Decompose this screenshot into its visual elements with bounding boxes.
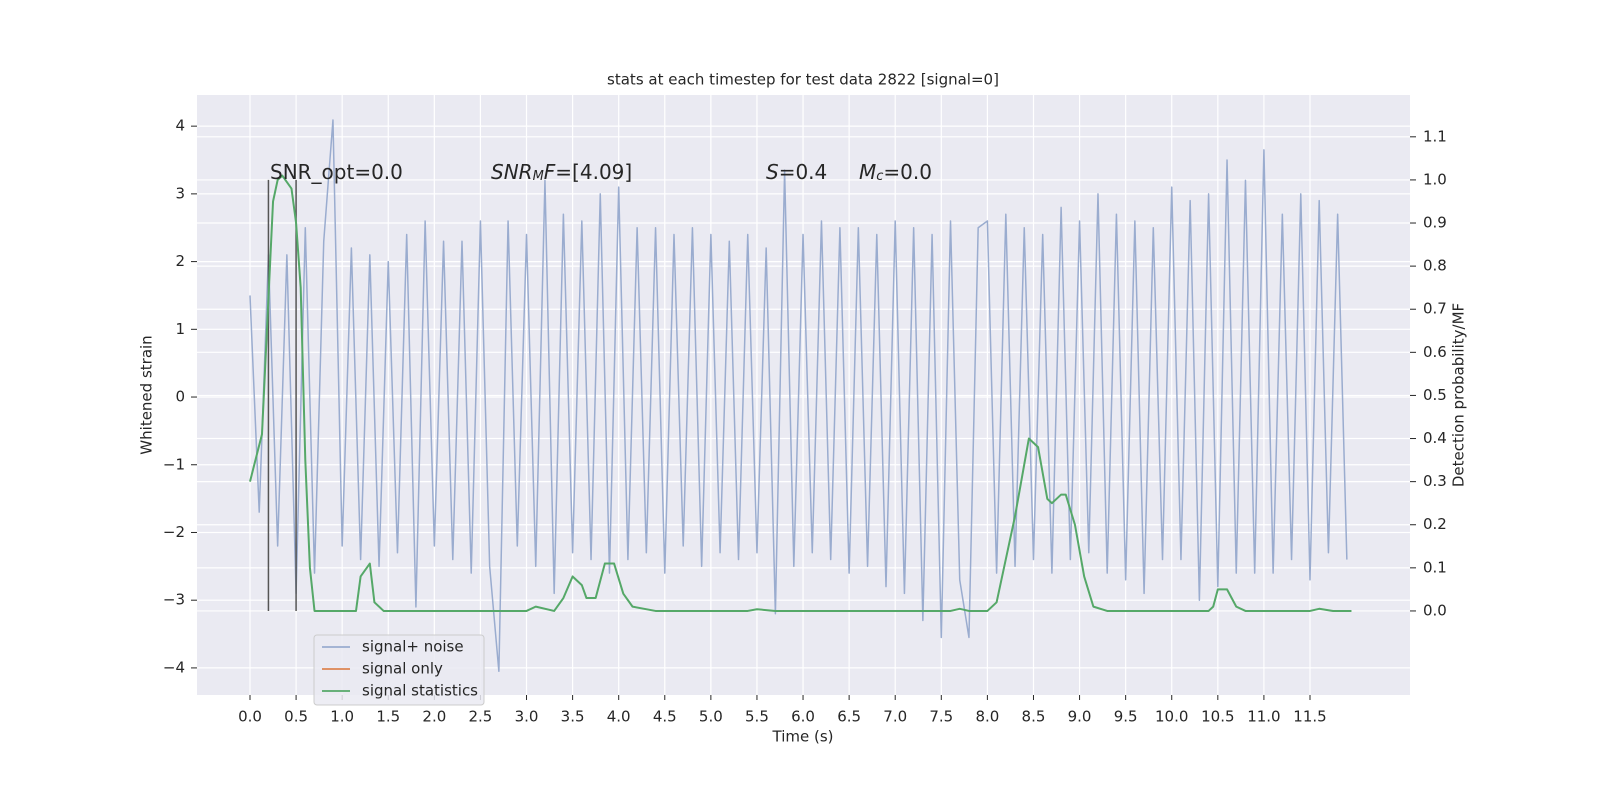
series-line (249, 174, 1352, 612)
x-tick-label: 10.5 (1201, 708, 1234, 726)
y2-tick-label: 0.8 (1423, 257, 1447, 275)
x-tick-label: 4.0 (607, 708, 631, 726)
y2-axis-label: Detection probability/MF (1450, 303, 1468, 487)
annotation-part: F (544, 160, 556, 184)
x-tick-label: 1.5 (376, 708, 400, 726)
y-tick-label: 4 (175, 117, 185, 135)
x-tick-label: 5.5 (745, 708, 769, 726)
x-tick-label: 9.0 (1068, 708, 1092, 726)
x-tick-label: 0.5 (284, 708, 308, 726)
series-line (249, 119, 1348, 673)
y-axis-label: Whitened strain (138, 335, 156, 454)
y2-tick-label: 0.4 (1423, 429, 1447, 447)
annotation-part: S (766, 160, 779, 184)
x-tick-label: 0.0 (238, 708, 262, 726)
y2-tick-label: 0.3 (1423, 472, 1447, 490)
x-tick-label: 7.5 (929, 708, 953, 726)
x-tick-label: 8.5 (1022, 708, 1046, 726)
y-tick-label: 1 (175, 320, 185, 338)
legend-box (313, 634, 485, 706)
x-tick-label: 1.0 (330, 708, 354, 726)
legend: signal+ noise signal only signal statistic… (313, 634, 485, 706)
annotation: Mc=0.0 (859, 160, 932, 185)
y2-tick-label: 0.7 (1423, 300, 1447, 318)
legend-label: signal statistics (362, 682, 478, 700)
y2-tick-label: 0.2 (1423, 515, 1447, 533)
x-tick-label: 8.0 (975, 708, 999, 726)
x-tick-label: 3.5 (561, 708, 585, 726)
annotation: S=0.4 (766, 160, 827, 184)
x-tick-label: 11.0 (1247, 708, 1280, 726)
x-tick-label: 6.0 (791, 708, 815, 726)
y2-tick-label: 1.0 (1423, 170, 1447, 188)
y-tick-label: −1 (163, 455, 185, 473)
x-tick-label: 3.0 (515, 708, 539, 726)
annotation-part: =0.0 (883, 160, 932, 184)
y2-tick-label: 0.9 (1423, 214, 1447, 232)
annotation: SNRMF=[4.09] (491, 160, 632, 185)
y-tick-label: 2 (175, 252, 185, 270)
annotation-part: =0.4 (779, 160, 828, 184)
y-tick-label: −4 (163, 658, 185, 676)
y-tick-label: 0 (175, 388, 185, 406)
annotation-part: M (859, 160, 876, 184)
y-tick-label: −3 (163, 591, 185, 609)
annotation-part: M (533, 169, 544, 184)
x-tick-label: 7.0 (883, 708, 907, 726)
x-tick-label: 4.5 (653, 708, 677, 726)
annotation: SNR_opt=0.0 (270, 160, 403, 184)
y2-tick-label: 0.5 (1423, 386, 1447, 404)
legend-label: signal+ noise (362, 638, 464, 656)
annotation-part: SNR (491, 160, 533, 184)
annotation-part: =[4.09] (555, 160, 632, 184)
annotation-part: c (876, 169, 883, 184)
x-tick-label: 6.5 (837, 708, 861, 726)
y2-tick-label: 0.0 (1423, 601, 1447, 619)
y2-tick-label: 0.6 (1423, 343, 1447, 361)
x-tick-label: 10.0 (1155, 708, 1188, 726)
x-tick-label: 9.5 (1114, 708, 1138, 726)
y2-tick-label: 0.1 (1423, 558, 1447, 576)
x-tick-label: 2.0 (422, 708, 446, 726)
legend-label: signal only (362, 660, 443, 678)
y-tick-label: −2 (163, 523, 185, 541)
x-tick-label: 5.0 (699, 708, 723, 726)
annotation-part: SNR_opt=0.0 (270, 160, 403, 184)
y2-tick-label: 1.1 (1423, 127, 1447, 145)
y-tick-label: 3 (175, 184, 185, 202)
chart-title: stats at each timestep for test data 282… (607, 71, 999, 89)
x-tick-label: 2.5 (469, 708, 493, 726)
x-axis-label: Time (s) (772, 728, 834, 746)
x-tick-label: 11.5 (1293, 708, 1326, 726)
